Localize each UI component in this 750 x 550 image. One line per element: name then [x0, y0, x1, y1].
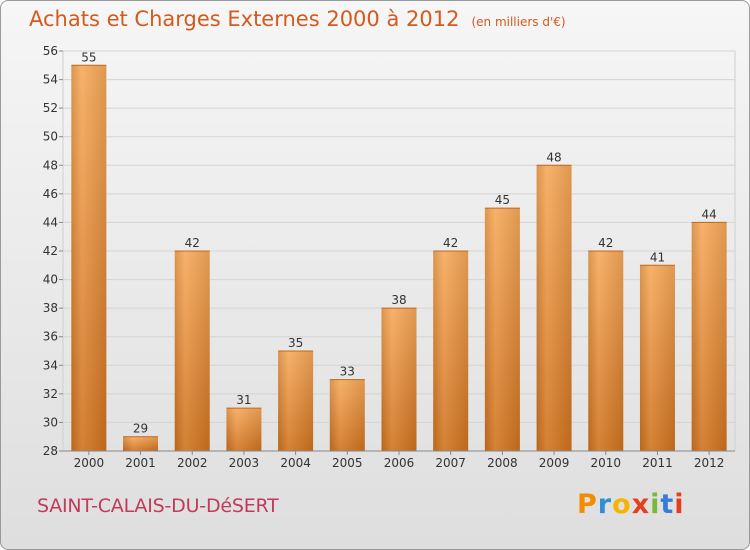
x-tick-label: 2004	[280, 456, 311, 470]
bar-shade	[484, 208, 520, 451]
logo-letter: P	[577, 489, 598, 520]
bar-value-label: 44	[702, 207, 717, 221]
x-tick-label: 2010	[590, 456, 621, 470]
chart-title: Achats et Charges Externes 2000 à 2012 (e…	[29, 7, 566, 31]
x-tick-label: 2006	[384, 456, 415, 470]
y-tick-label: 34	[43, 358, 58, 372]
bar-shade	[123, 436, 159, 451]
y-tick-label: 48	[43, 158, 58, 172]
logo-letter: t	[660, 489, 675, 520]
x-tick-label: 2008	[487, 456, 518, 470]
y-tick-label: 44	[43, 215, 58, 229]
bar-value-label: 45	[495, 193, 510, 207]
bar-shade	[639, 265, 675, 451]
logo-letter: o	[612, 489, 632, 520]
bar-shade	[588, 251, 624, 451]
location-name: SAINT-CALAIS-DU-DéSERT	[37, 495, 279, 517]
bar-shade	[71, 65, 107, 452]
y-tick-label: 46	[43, 187, 58, 201]
chart-title-text: Achats et Charges Externes 2000 à 2012	[29, 7, 460, 31]
bar-shade	[278, 351, 314, 451]
x-tick-label: 2009	[539, 456, 570, 470]
bar-value-label: 31	[236, 393, 251, 407]
logo-letter: x	[631, 489, 651, 520]
bar-value-label: 48	[546, 150, 561, 164]
bar-value-label: 33	[340, 365, 355, 379]
bar-value-label: 55	[81, 50, 96, 64]
bar-shade	[691, 222, 727, 451]
x-tick-label: 2001	[125, 456, 156, 470]
proxiti-logo: Proxiti	[577, 489, 685, 520]
bar-value-label: 42	[598, 236, 613, 250]
bar-shade	[381, 308, 417, 451]
x-tick-label: 2012	[694, 456, 725, 470]
bar-shade	[329, 379, 365, 451]
y-tick-label: 42	[43, 244, 58, 258]
bar-shade	[536, 165, 572, 452]
chart-subtitle: (en milliers d'€)	[471, 15, 566, 29]
y-tick-label: 28	[43, 444, 58, 458]
x-tick-label: 2002	[177, 456, 208, 470]
logo-letter: r	[597, 489, 613, 520]
y-tick-label: 54	[43, 73, 58, 87]
y-tick-label: 38	[43, 301, 58, 315]
x-tick-label: 2007	[435, 456, 466, 470]
y-tick-label: 56	[43, 44, 58, 58]
bar-value-label: 38	[391, 293, 406, 307]
bar-value-label: 29	[133, 422, 148, 436]
bar-value-label: 42	[185, 236, 200, 250]
y-tick-label: 50	[43, 130, 58, 144]
x-tick-label: 2003	[229, 456, 260, 470]
bar-shade	[433, 251, 469, 451]
y-tick-label: 40	[43, 273, 58, 287]
bar-value-label: 41	[650, 250, 665, 264]
y-tick-label: 52	[43, 101, 58, 115]
bar-shade	[174, 251, 210, 451]
y-tick-label: 36	[43, 330, 58, 344]
x-tick-label: 2011	[642, 456, 673, 470]
y-tick-label: 30	[43, 415, 58, 429]
y-tick-label: 32	[43, 387, 58, 401]
logo-letter: i	[674, 489, 685, 520]
bar-shade	[226, 408, 262, 451]
x-tick-label: 2005	[332, 456, 363, 470]
x-tick-label: 2000	[74, 456, 105, 470]
bar-value-label: 35	[288, 336, 303, 350]
bar-value-label: 42	[443, 236, 458, 250]
logo-letter: i	[650, 489, 661, 520]
